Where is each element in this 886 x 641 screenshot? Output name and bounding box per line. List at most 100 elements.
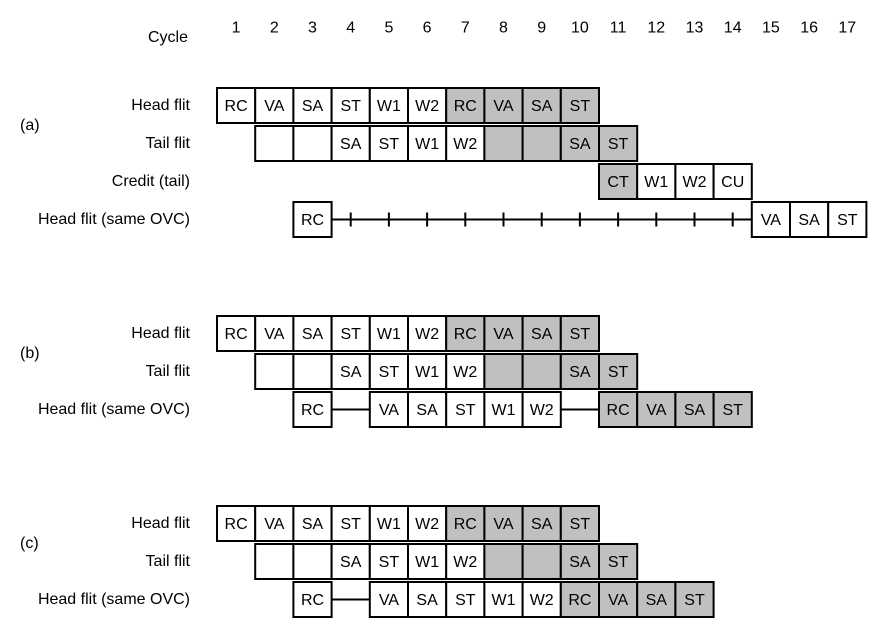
stage-box (368, 543, 409, 580)
stage-cell: SA (789, 201, 830, 238)
stage-box (483, 391, 524, 428)
row-label: Tail flit (146, 135, 191, 152)
stage-cell: SA (521, 87, 562, 124)
cycle-number: 3 (308, 20, 317, 37)
stage-box-shaded (483, 543, 524, 580)
stage-label: ST (608, 554, 629, 571)
cycle-label: Cycle (148, 29, 188, 46)
stage-cell: ST (445, 391, 486, 428)
stage-cell: ST (368, 125, 409, 162)
stage-label: SA (416, 402, 438, 419)
stage-cell (483, 543, 524, 580)
pipeline-row: Head flit (same OVC) RC VA SA ST W1 W2 RC VA SA ST (38, 581, 715, 618)
row-label: Tail flit (146, 553, 191, 570)
stage-label: VA (264, 326, 284, 343)
stage-cell: RC (292, 391, 333, 428)
cycle-number: 16 (800, 20, 818, 37)
stage-box (292, 581, 333, 618)
stage-label: SA (340, 554, 362, 571)
stage-box (521, 581, 562, 618)
pipeline-row: Head flit RC VA SA ST W1 W2 RC VA SA ST (131, 87, 600, 124)
stage-cell: ST (368, 543, 409, 580)
stage-cell: RC (216, 505, 257, 542)
stage-label: RC (454, 98, 477, 115)
stage-cell: VA (368, 581, 409, 618)
stage-label: W2 (530, 592, 554, 609)
stage-box (368, 125, 409, 162)
stage-cell: VA (254, 87, 295, 124)
stage-cell: SA (521, 315, 562, 352)
stage-label: ST (379, 554, 400, 571)
cycle-number: 7 (461, 20, 470, 37)
stage-label: RC (301, 212, 324, 229)
stage-cell: CT (598, 163, 639, 200)
stage-cell: RC (445, 505, 486, 542)
stage-label: W2 (415, 326, 439, 343)
stage-box (827, 201, 868, 238)
stage-label: SA (531, 326, 553, 343)
stage-cell: ST (559, 505, 600, 542)
panel-label: (a) (20, 117, 40, 134)
stage-box (292, 201, 333, 238)
pipeline-row: Head flit (same OVC) RC VA SA ST W1 W2 RC VA SA ST (38, 391, 753, 428)
cycle-number: 2 (270, 20, 279, 37)
stage-label: VA (761, 212, 781, 229)
stage-box-shaded (559, 505, 600, 542)
cycle-number: 10 (571, 20, 589, 37)
stage-cell: RC (292, 581, 333, 618)
stage-box (368, 315, 409, 352)
stage-box-shaded (598, 581, 639, 618)
stage-cell: RC (598, 391, 639, 428)
stage-box (292, 391, 333, 428)
stage-cell: SA (407, 391, 448, 428)
stage-cell: VA (254, 505, 295, 542)
stage-label: W1 (492, 402, 516, 419)
stage-box (330, 505, 371, 542)
cycle-numbers: 1 2 3 4 5 6 7 8 9 10 11 12 13 14 15 16 17 (232, 20, 857, 37)
stage-label: W1 (377, 98, 401, 115)
stage-label: SA (416, 592, 438, 609)
stage-label: ST (455, 592, 476, 609)
stage-box (254, 353, 295, 390)
cycle-number: 4 (346, 20, 355, 37)
stage-cell: VA (750, 201, 791, 238)
stage-label: SA (684, 402, 706, 419)
stage-label: ST (570, 326, 591, 343)
stage-box-shaded (674, 391, 715, 428)
stage-label: SA (646, 592, 668, 609)
stage-box (292, 87, 333, 124)
stage-box-shaded (521, 353, 562, 390)
pipeline-row: Tail flit SA ST W1 W2 SA ST (146, 125, 639, 162)
stage-cell: ST (559, 87, 600, 124)
stage-label: W1 (644, 174, 668, 191)
pipeline-row: Tail flit SA ST W1 W2 SA ST (146, 543, 639, 580)
stage-box-shaded (521, 87, 562, 124)
stage-box-shaded (598, 353, 639, 390)
stage-box-shaded (445, 505, 486, 542)
stage-box-shaded (598, 163, 639, 200)
stage-cell: ST (445, 581, 486, 618)
stage-label: ST (570, 516, 591, 533)
row-label: Head flit (131, 97, 190, 114)
stage-cell: RC (445, 315, 486, 352)
stage-box-shaded (559, 543, 600, 580)
stage-cell: RC (216, 315, 257, 352)
stage-cell: W2 (445, 543, 486, 580)
stage-cell: ST (827, 201, 868, 238)
stage-cell (254, 125, 295, 162)
cycle-number: 15 (762, 20, 780, 37)
stage-label: ST (684, 592, 705, 609)
stage-box (407, 543, 448, 580)
stage-cell: RC (292, 201, 333, 238)
row-label: Head flit (same OVC) (38, 401, 190, 418)
row-label: Head flit (same OVC) (38, 591, 190, 608)
pipeline-row: Credit (tail) CT W1 W2 CU (112, 163, 753, 200)
stage-label: ST (340, 326, 361, 343)
stage-label: CT (607, 174, 629, 191)
stage-cell: W1 (368, 505, 409, 542)
stage-label: W2 (415, 98, 439, 115)
stage-box-shaded (483, 87, 524, 124)
